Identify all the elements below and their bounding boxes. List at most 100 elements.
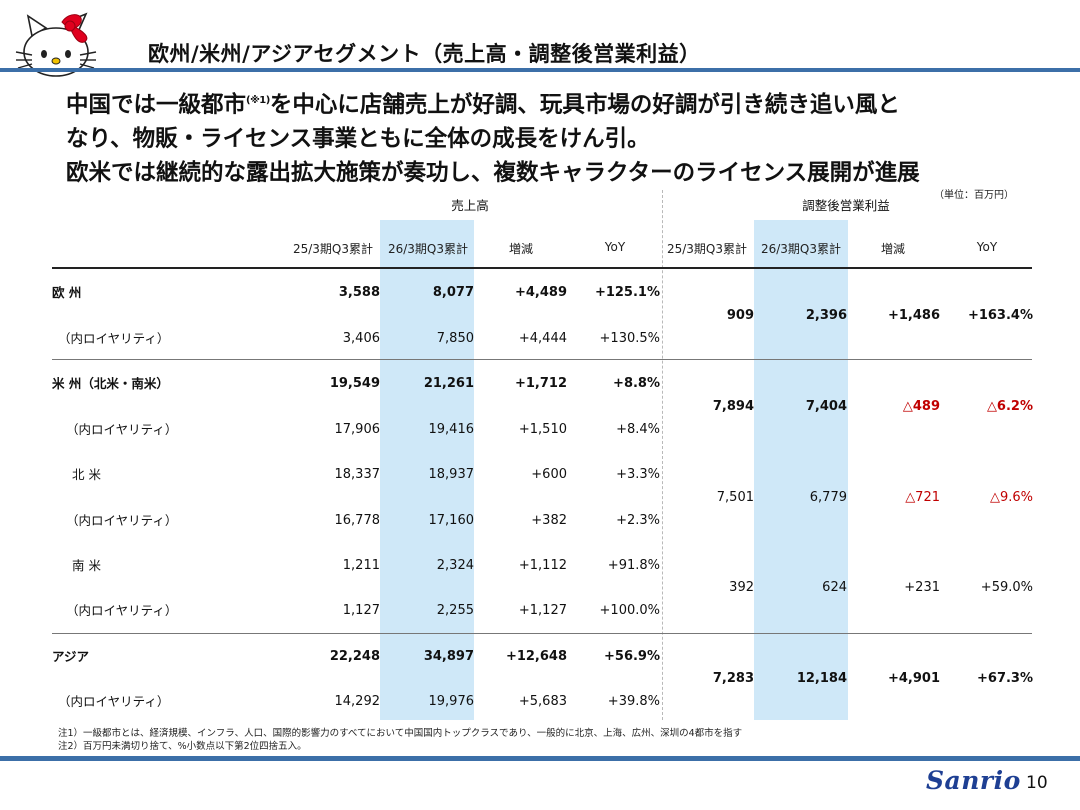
op-na-curr: 6,779 [809,490,847,505]
op-col-diff: 増減 [880,242,906,256]
op-sa-diff: +231 [904,580,940,595]
op-asia-curr: 12,184 [796,671,847,686]
sales-group-header: 売上高 [451,198,489,213]
sales-asia-prev: 22,248 [329,649,380,664]
op-sa-curr: 624 [822,580,847,595]
op-col-yoy: YoY [976,240,998,254]
sales-americas-royalty-prev: 17,906 [334,422,381,437]
unit-label: （単位：百万円） [934,190,1014,201]
page-number: 10 [1026,773,1048,793]
sales-sa-curr: 2,324 [436,558,474,573]
hello-kitty-mascot-icon [15,12,97,77]
headline-line-1: 中国では一級都市(※1)を中心に店舗売上が好調、玩具市場の好調が引き続き追い風と [66,84,1066,122]
op-group-header: 調整後営業利益 [802,198,890,213]
sales-na-yoy: +3.3% [616,467,660,482]
sales-europe-royalty-yoy: +130.5% [599,331,660,346]
row-label-americas-royalty: （内ロイヤリティ） [66,422,178,437]
sales-sa-diff: +1,112 [518,558,567,573]
page-title: 欧州/米州/アジアセグメント（売上高・調整後営業利益） [148,42,701,66]
sales-sa-yoy: +91.8% [607,558,660,573]
sales-americas-royalty-diff: +1,510 [518,422,567,437]
headline-footnote-ref: (※1) [246,95,270,106]
sales-europe-diff: +4,489 [514,285,567,300]
op-na-prev: 7,501 [716,490,754,505]
group-rule-2 [52,633,1032,634]
sales-na-royalty-yoy: +2.3% [616,513,660,528]
op-sa-yoy: +59.0% [980,580,1033,595]
sales-asia-curr: 34,897 [423,649,474,664]
sales-asia-royalty-diff: +5,683 [518,694,567,709]
sales-europe-royalty-curr: 7,850 [436,331,474,346]
sales-na-prev: 18,337 [334,467,381,482]
op-na-diff: △721 [905,490,940,505]
highlight-op-current-column [754,220,848,720]
row-label-europe-royalty: （内ロイヤリティ） [58,331,170,346]
op-asia-diff: +4,901 [887,671,940,686]
sales-asia-yoy: +56.9% [604,649,660,664]
sales-na-curr: 18,937 [428,467,475,482]
sales-sa-prev: 1,211 [342,558,380,573]
op-europe-prev: 909 [726,308,754,323]
sales-europe-yoy: +125.1% [594,285,660,300]
row-label-americas: 米 州（北米・南米） [52,376,169,391]
sales-europe-prev: 3,588 [338,285,380,300]
sales-col-prev: 25/3期Q3累計 [292,242,374,256]
sales-na-royalty-prev: 16,778 [334,513,381,528]
op-europe-yoy: +163.4% [967,308,1033,323]
sales-col-yoy: YoY [604,240,626,254]
headline-line-1-text-a: 中国では一級都市 [66,92,247,118]
row-label-north-america: 北 米 [72,467,101,482]
sales-na-royalty-diff: +382 [531,513,567,528]
highlight-sales-current-column [380,220,474,720]
sales-americas-diff: +1,712 [514,376,567,391]
op-na-yoy: △9.6% [989,490,1033,505]
sales-col-diff: 増減 [508,242,534,256]
op-americas-curr: 7,404 [805,399,847,414]
row-label-na-royalty: （内ロイヤリティ） [66,513,178,528]
sales-sa-royalty-diff: +1,127 [518,603,567,618]
section-divider [662,190,663,720]
row-label-sa-royalty: （内ロイヤリティ） [66,603,178,618]
sales-na-diff: +600 [531,467,567,482]
sales-sa-royalty-yoy: +100.0% [599,603,660,618]
op-asia-prev: 7,283 [712,671,754,686]
sales-sa-royalty-prev: 1,127 [342,603,380,618]
sales-europe-royalty-diff: +4,444 [518,331,567,346]
row-label-south-america: 南 米 [72,558,101,573]
sales-col-curr: 26/3期Q3累計 [387,242,469,256]
sales-americas-royalty-yoy: +8.4% [616,422,660,437]
op-europe-curr: 2,396 [805,308,847,323]
header-bar [0,68,1080,72]
footer-bar [0,756,1080,761]
sales-americas-prev: 19,549 [329,376,380,391]
op-europe-diff: +1,486 [887,308,940,323]
sales-na-royalty-curr: 17,160 [428,513,475,528]
footnotes: 注1）一級都市とは、経済規模、インフラ、人口、国際的影響力のすべてにおいて中国国… [58,727,742,753]
footnote-2: 注2）百万円未満切り捨て、%小数点以下第2位四捨五入。 [58,741,307,752]
op-americas-yoy: △6.2% [986,399,1033,414]
headline-line-2: なり、物販・ライセンス事業ともに全体の成長をけん引。 [66,126,650,152]
op-sa-prev: 392 [729,580,754,595]
headline-line-1-text-b: を中心に店舗売上が好調、玩具市場の好調が引き続き追い風と [269,92,900,118]
sales-asia-royalty-curr: 19,976 [428,694,475,709]
sales-europe-royalty-prev: 3,406 [342,331,380,346]
sales-americas-curr: 21,261 [423,376,474,391]
sales-asia-diff: +12,648 [505,649,567,664]
op-americas-prev: 7,894 [712,399,754,414]
row-label-asia-royalty: （内ロイヤリティ） [58,694,170,709]
sales-asia-royalty-prev: 14,292 [334,694,381,709]
row-label-asia: アジア [52,649,90,664]
headline-line-3: 欧米では継続的な露出拡大施策が奏功し、複数キャラクターのライセンス展開が進展 [66,160,920,186]
sales-asia-royalty-yoy: +39.8% [607,694,660,709]
table-header-rule [52,267,1032,269]
op-col-prev: 25/3期Q3累計 [666,242,748,256]
op-asia-yoy: +67.3% [977,671,1033,686]
sales-europe-curr: 8,077 [432,285,474,300]
headline: 中国では一級都市(※1)を中心に店舗売上が好調、玩具市場の好調が引き続き追い風と… [66,84,1066,190]
sales-sa-royalty-curr: 2,255 [436,603,474,618]
sanrio-logo: Sanrio [926,766,1021,795]
footnote-1: 注1）一級都市とは、経済規模、インフラ、人口、国際的影響力のすべてにおいて中国国… [58,728,743,739]
op-col-curr: 26/3期Q3累計 [760,242,842,256]
sales-americas-yoy: +8.8% [613,376,660,391]
row-label-europe: 欧 州 [52,285,82,300]
